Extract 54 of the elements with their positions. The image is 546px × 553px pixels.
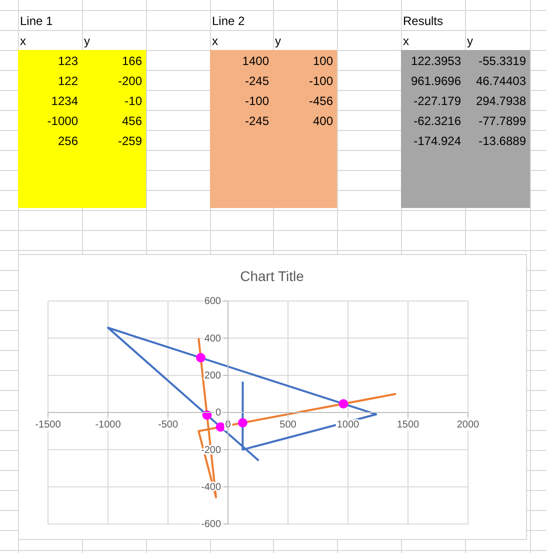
text: x	[403, 34, 409, 48]
point	[238, 418, 248, 428]
text: 961.9696	[410, 74, 462, 88]
text: -77.7899	[478, 114, 526, 128]
text: 294.7938	[476, 94, 526, 108]
text: 123	[58, 54, 78, 68]
text: -227.179	[414, 94, 462, 108]
y-tick-label: 200	[204, 370, 222, 382]
text: 1234	[51, 94, 78, 108]
point	[196, 353, 206, 362]
text: 456	[122, 114, 142, 128]
text: -10	[124, 94, 142, 108]
text: -245	[244, 114, 270, 128]
x-tick-label: 2000	[456, 420, 480, 431]
y-tick-label: 0	[215, 408, 222, 419]
text: -259	[118, 134, 142, 148]
text: x	[20, 34, 26, 48]
text: -13.6889	[478, 134, 526, 148]
text: 122	[58, 74, 78, 88]
text: Line 1	[20, 14, 54, 28]
y-tick-label: -600	[200, 519, 222, 530]
x-tick-label: -1000	[95, 420, 122, 431]
text: Results	[403, 14, 444, 28]
text: 256	[58, 134, 78, 148]
text: -1000	[47, 114, 78, 128]
text: -174.924	[414, 134, 462, 148]
x-tick-label: 1500	[396, 420, 420, 431]
text: Line 2	[212, 14, 246, 28]
x-tick-label: 1000	[336, 420, 360, 431]
y-tick-label: 400	[204, 333, 222, 344]
text: 1400	[242, 54, 270, 68]
text: -100	[308, 74, 334, 88]
text: -200	[118, 74, 142, 88]
text: -245	[244, 74, 270, 88]
point	[338, 399, 348, 409]
text: 400	[312, 114, 334, 128]
text: -62.3216	[414, 114, 462, 128]
text: y	[275, 34, 281, 48]
x-tick-label: -1500	[35, 420, 62, 431]
text: 100	[312, 54, 334, 68]
x-tick-label: 500	[280, 420, 297, 431]
text: -100	[244, 94, 270, 108]
point	[216, 422, 226, 432]
text: 166	[122, 54, 142, 68]
y-tick-label: 600	[204, 296, 222, 308]
text: y	[467, 34, 473, 48]
text: 122.3953	[410, 54, 462, 68]
text: -456	[308, 94, 334, 108]
x-tick-label: -500	[158, 420, 178, 431]
text: -55.3319	[478, 54, 526, 68]
text: y	[84, 34, 90, 48]
chart-title: Chart Title	[240, 268, 304, 284]
text: x	[212, 34, 218, 48]
text: 46.74403	[476, 74, 526, 88]
